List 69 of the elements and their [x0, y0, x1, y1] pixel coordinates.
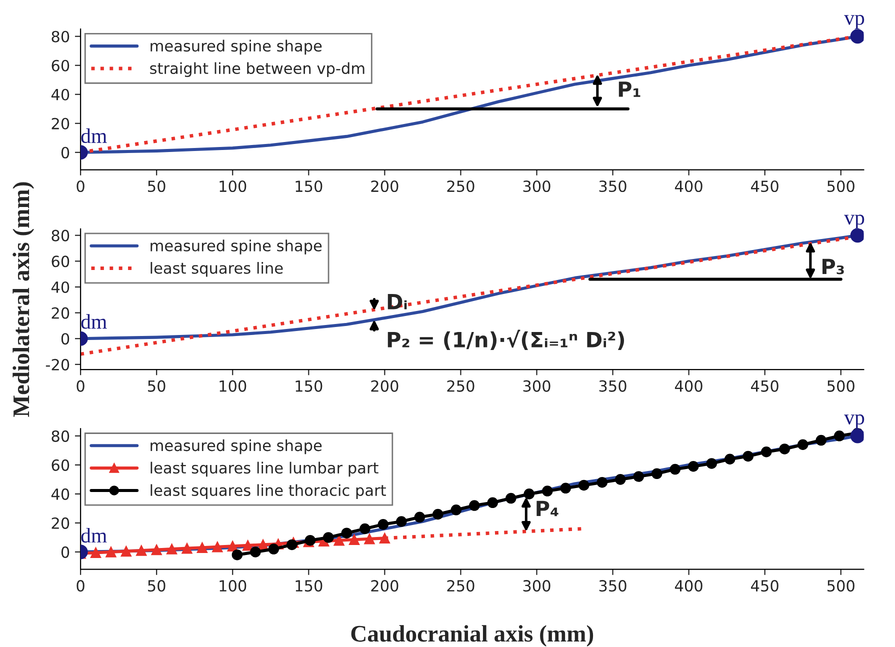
legend-label: measured spine shape [150, 240, 322, 254]
x-tick-label: 150 [296, 580, 322, 592]
legend-label: straight line between vp-dm [150, 62, 364, 78]
annotation: P₁ [618, 82, 640, 97]
x-tick-label: 0 [76, 580, 84, 592]
x-tick-label: 300 [523, 380, 550, 392]
annotation: dm [81, 314, 107, 329]
x-tick-label: 100 [220, 180, 246, 192]
y-tick-label: 20 [52, 307, 70, 319]
annotation: Dᵢ [388, 294, 407, 310]
x-tick-label: 400 [674, 580, 702, 592]
x-tick-label: 50 [148, 580, 166, 592]
x-tick-label: 300 [523, 580, 550, 592]
y-tick-label: 20 [52, 118, 70, 130]
x-tick-label: 150 [296, 180, 322, 192]
legend-label: measured spine shape [150, 40, 322, 55]
x-tick-label: 100 [220, 380, 246, 392]
y-axis-title: Mediolateral axis (mm) [12, 182, 34, 417]
y-tick-label: 60 [52, 60, 70, 72]
annotation: dm [81, 528, 107, 543]
x-tick-label: 250 [447, 380, 474, 392]
legend-label: least squares line thoracic part [150, 484, 386, 499]
y-tick-label: 60 [52, 256, 70, 268]
x-tick-label: 500 [827, 580, 854, 592]
x-tick-label: 0 [76, 380, 84, 392]
x-tick-label: 350 [599, 380, 626, 392]
x-tick-label: 500 [827, 180, 854, 192]
x-tick-label: 200 [371, 580, 398, 592]
x-tick-label: 350 [599, 580, 626, 592]
annotation: dm [81, 128, 107, 144]
legend-label: least squares line lumbar part [150, 462, 378, 477]
y-tick-label: 40 [51, 488, 70, 500]
x-tick-label: 300 [523, 180, 550, 192]
y-tick-label: 0 [61, 333, 70, 345]
text: vp [844, 414, 864, 429]
y-tick-label: 60 [52, 459, 70, 471]
x-tick-label: 450 [751, 180, 778, 192]
x-tick-label: 50 [148, 180, 166, 192]
annotation: P₄ [536, 500, 558, 516]
y-tick-label: 80 [52, 30, 70, 42]
y-tick-label: 80 [52, 430, 70, 442]
x-tick-label: 450 [751, 580, 778, 592]
annotation: vp [844, 214, 864, 229]
y-tick-label: 80 [52, 230, 70, 242]
x-tick-label: 400 [674, 180, 702, 192]
annotation: P₂ = (1/n)·√(Σᵢ₌₁ⁿ Dᵢ²) [388, 330, 624, 350]
x-tick-label: 200 [371, 180, 398, 192]
annotation: P₃ [822, 258, 844, 274]
y-tick-label: 20 [52, 517, 70, 529]
x-tick-label: 500 [827, 380, 854, 392]
x-tick-label: 350 [599, 180, 626, 192]
x-tick-label: 450 [751, 380, 778, 392]
y-tick-label: 40 [51, 88, 70, 100]
x-tick-label: 200 [371, 380, 398, 392]
x-tick-label: 50 [148, 380, 166, 392]
annotation: vp [844, 14, 864, 30]
y-tick-label: 40 [51, 281, 70, 293]
x-tick-label: 100 [220, 580, 246, 592]
y-tick-label: 0 [61, 546, 70, 558]
x-tick-label: 250 [447, 180, 474, 192]
legend-label: measured spine shape [150, 439, 322, 454]
y-tick-label: 0 [61, 146, 70, 158]
x-tick-label: 150 [296, 380, 322, 392]
x-tick-label: 0 [76, 180, 84, 192]
y-tick-label: -20 [46, 358, 70, 370]
x-tick-label: 250 [447, 580, 474, 592]
x-axis-title: Caudocranial axis (mm) [351, 625, 594, 647]
legend-label: least squares line [150, 262, 283, 277]
x-tick-label: 400 [674, 380, 702, 392]
